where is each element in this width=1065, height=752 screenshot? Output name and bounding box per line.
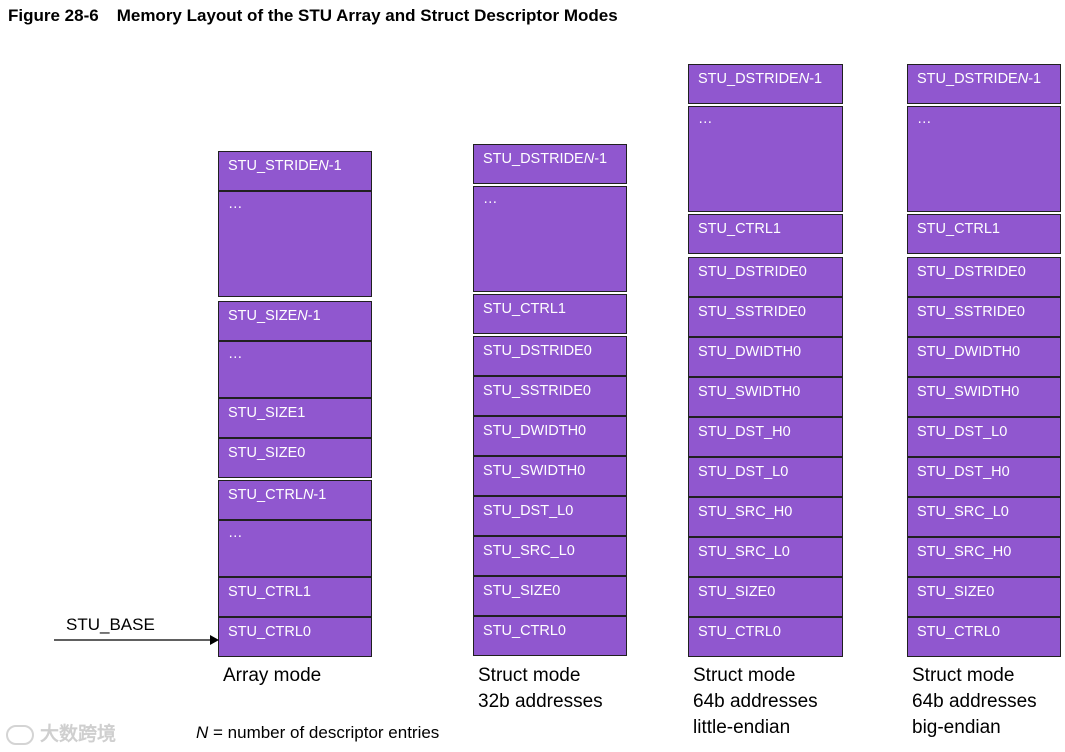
footnote-variable: N (196, 723, 209, 742)
register-cell-stu-src-l0: STU_SRC_L0 (907, 497, 1061, 537)
footnote: N = number of descriptor entries (196, 723, 439, 743)
watermark-text: 大数跨境 (40, 724, 117, 745)
register-cell-ellipsis: … (218, 191, 372, 297)
register-cell-stu-ctrl0: STU_CTRL0 (907, 617, 1061, 657)
register-cell-stu-ctrl0: STU_CTRL0 (473, 616, 627, 656)
register-cell-ellipsis: … (688, 106, 843, 212)
register-cell-stu-dstride0: STU_DSTRIDE0 (907, 257, 1061, 297)
caption-line: Struct mode (478, 665, 581, 686)
register-cell-ellipsis: … (218, 520, 372, 577)
register-cell-ellipsis: … (218, 341, 372, 398)
figure-title: Figure 28-6 Memory Layout of the STU Arra… (8, 6, 618, 26)
register-cell-stu-ctrln-1: STU_CTRLN-1 (218, 480, 372, 520)
register-cell-stu-ctrl1: STU_CTRL1 (473, 294, 627, 334)
footnote-text: = number of descriptor entries (208, 723, 440, 742)
register-cell-stu-ctrl0: STU_CTRL0 (218, 617, 372, 657)
register-cell-stu-src-l0: STU_SRC_L0 (473, 536, 627, 576)
register-cell-stu-swidth0: STU_SWIDTH0 (688, 377, 843, 417)
stu-base-arrow-icon (54, 635, 219, 645)
register-cell-stu-size0: STU_SIZE0 (907, 577, 1061, 617)
register-cell-stu-ctrl0: STU_CTRL0 (688, 617, 843, 657)
register-cell-stu-dwidth0: STU_DWIDTH0 (473, 416, 627, 456)
register-cell-stu-striden-1: STU_STRIDEN-1 (218, 151, 372, 191)
register-cell-stu-sstride0: STU_SSTRIDE0 (907, 297, 1061, 337)
column-caption: Array mode (223, 663, 321, 689)
register-cell-stu-swidth0: STU_SWIDTH0 (907, 377, 1061, 417)
caption-line: Struct mode (693, 665, 796, 686)
register-cell-stu-dst-l0: STU_DST_L0 (688, 457, 843, 497)
caption-line: 32b addresses (478, 691, 603, 712)
register-cell-stu-ctrl1: STU_CTRL1 (688, 214, 843, 254)
register-cell-stu-sstride0: STU_SSTRIDE0 (688, 297, 843, 337)
register-cell-stu-src-l0: STU_SRC_L0 (688, 537, 843, 577)
register-cell-ellipsis: … (473, 186, 627, 292)
register-cell-stu-dstride0: STU_DSTRIDE0 (473, 336, 627, 376)
register-cell-stu-size1: STU_SIZE1 (218, 398, 372, 438)
register-cell-stu-dst-h0: STU_DST_H0 (688, 417, 843, 457)
caption-line: big-endian (912, 717, 1001, 738)
register-cell-stu-dst-l0: STU_DST_L0 (473, 496, 627, 536)
register-cell-stu-src-h0: STU_SRC_H0 (688, 497, 843, 537)
register-cell-stu-size0: STU_SIZE0 (688, 577, 843, 617)
register-cell-stu-ctrl1: STU_CTRL1 (218, 577, 372, 617)
register-cell-stu-size0: STU_SIZE0 (473, 576, 627, 616)
register-cell-stu-dstriden-1: STU_DSTRIDEN-1 (907, 64, 1061, 104)
register-cell-stu-sstride0: STU_SSTRIDE0 (473, 376, 627, 416)
column-caption: Struct mode 32b addresses (478, 663, 603, 715)
register-cell-stu-sizen-1: STU_SIZEN-1 (218, 301, 372, 341)
figure-number: Figure 28-6 (8, 6, 99, 25)
register-cell-stu-dstride0: STU_DSTRIDE0 (688, 257, 843, 297)
figure-title-text: Memory Layout of the STU Array and Struc… (116, 6, 618, 25)
register-cell-stu-dst-h0: STU_DST_H0 (907, 457, 1061, 497)
column-caption: Struct mode 64b addresses little-endian (693, 663, 818, 741)
caption-line: Array mode (223, 665, 322, 686)
register-cell-stu-src-h0: STU_SRC_H0 (907, 537, 1061, 577)
column-caption: Struct mode 64b addresses big-endian (912, 663, 1037, 741)
caption-line: little-endian (693, 717, 791, 738)
register-cell-stu-dstriden-1: STU_DSTRIDEN-1 (473, 144, 627, 184)
stu-base-label: STU_BASE (66, 615, 155, 634)
register-cell-stu-ctrl1: STU_CTRL1 (907, 214, 1061, 254)
register-cell-stu-dst-l0: STU_DST_L0 (907, 417, 1061, 457)
register-cell-stu-swidth0: STU_SWIDTH0 (473, 456, 627, 496)
watermark-logo-icon (6, 724, 34, 745)
watermark: 大数跨境 (6, 719, 116, 746)
register-cell-ellipsis: … (907, 106, 1061, 212)
caption-line: Struct mode (912, 665, 1015, 686)
caption-line: 64b addresses (693, 691, 818, 712)
register-cell-stu-dstriden-1: STU_DSTRIDEN-1 (688, 64, 843, 104)
register-cell-stu-dwidth0: STU_DWIDTH0 (688, 337, 843, 377)
register-cell-stu-size0: STU_SIZE0 (218, 438, 372, 478)
register-cell-stu-dwidth0: STU_DWIDTH0 (907, 337, 1061, 377)
caption-line: 64b addresses (912, 691, 1037, 712)
